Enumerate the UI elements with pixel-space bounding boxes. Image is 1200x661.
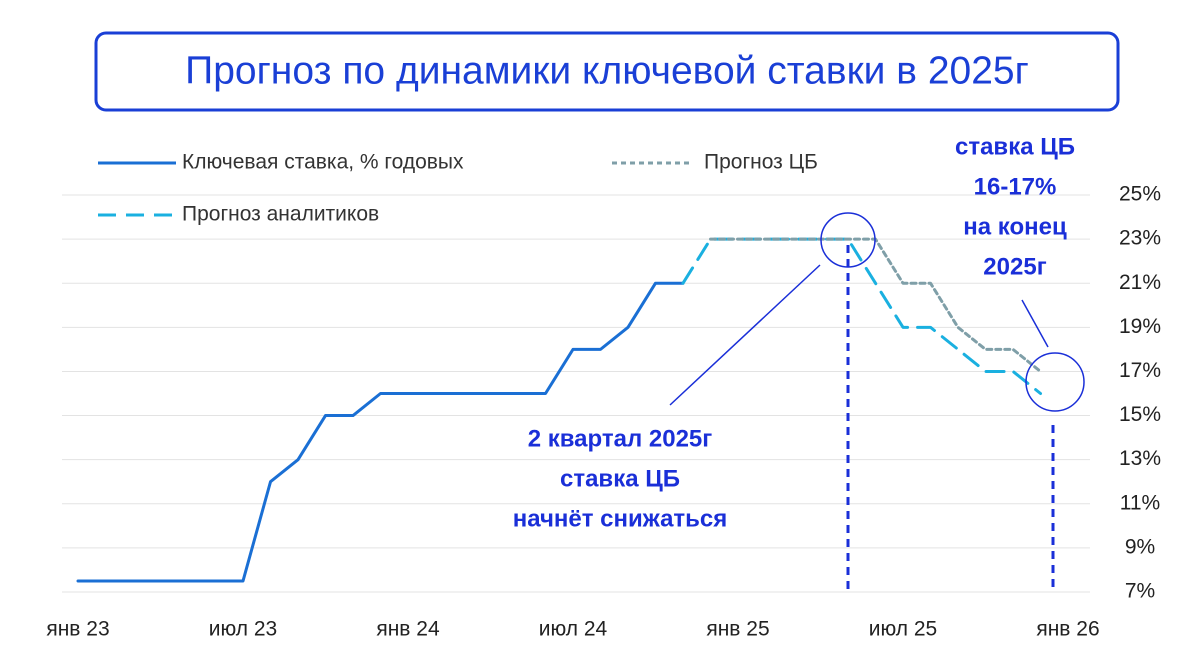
legend-label: Прогноз ЦБ (704, 151, 818, 174)
x-tick-label: янв 25 (706, 618, 769, 641)
x-tick-label: янв 24 (376, 618, 440, 641)
annotation: 2025г (983, 253, 1046, 280)
y-tick-label: 13% (1119, 447, 1161, 470)
y-tick-label: 17% (1119, 359, 1161, 382)
annotation: начнёт снижаться (513, 505, 728, 532)
annotation: ставка ЦБ (955, 133, 1075, 160)
chart-title: Прогноз по динамики ключевой ставки в 20… (185, 49, 1029, 92)
pointer (1021, 299, 1049, 348)
y-tick-label: 21% (1119, 271, 1161, 294)
y-tick-label: 25% (1119, 183, 1161, 206)
y-tick-label: 11% (1120, 491, 1160, 514)
y-tick-label: 15% (1119, 403, 1161, 426)
y-tick-label: 9% (1125, 535, 1155, 558)
x-tick-label: июл 24 (539, 618, 608, 641)
highlight-circle (1025, 352, 1085, 412)
pointer (669, 264, 821, 406)
y-tick-label: 23% (1119, 227, 1161, 250)
y-tick-label: 19% (1119, 315, 1161, 338)
legend-label: Прогноз аналитиков (182, 203, 379, 226)
annotation: на конец (963, 213, 1067, 240)
x-tick-label: янв 23 (46, 618, 109, 641)
annotation: ставка ЦБ (560, 465, 680, 492)
annotation: 16-17% (974, 173, 1057, 200)
y-tick-label: 7% (1125, 580, 1155, 603)
x-tick-label: июл 25 (869, 618, 937, 641)
highlight-circle (820, 212, 876, 268)
legend-label: Ключевая ставка, % годовых (182, 151, 464, 174)
x-tick-label: янв 26 (1036, 618, 1099, 641)
x-tick-label: июл 23 (209, 618, 277, 641)
annotation: 2 квартал 2025г (528, 425, 713, 452)
title-box (94, 31, 1120, 112)
series-line (76, 281, 685, 583)
